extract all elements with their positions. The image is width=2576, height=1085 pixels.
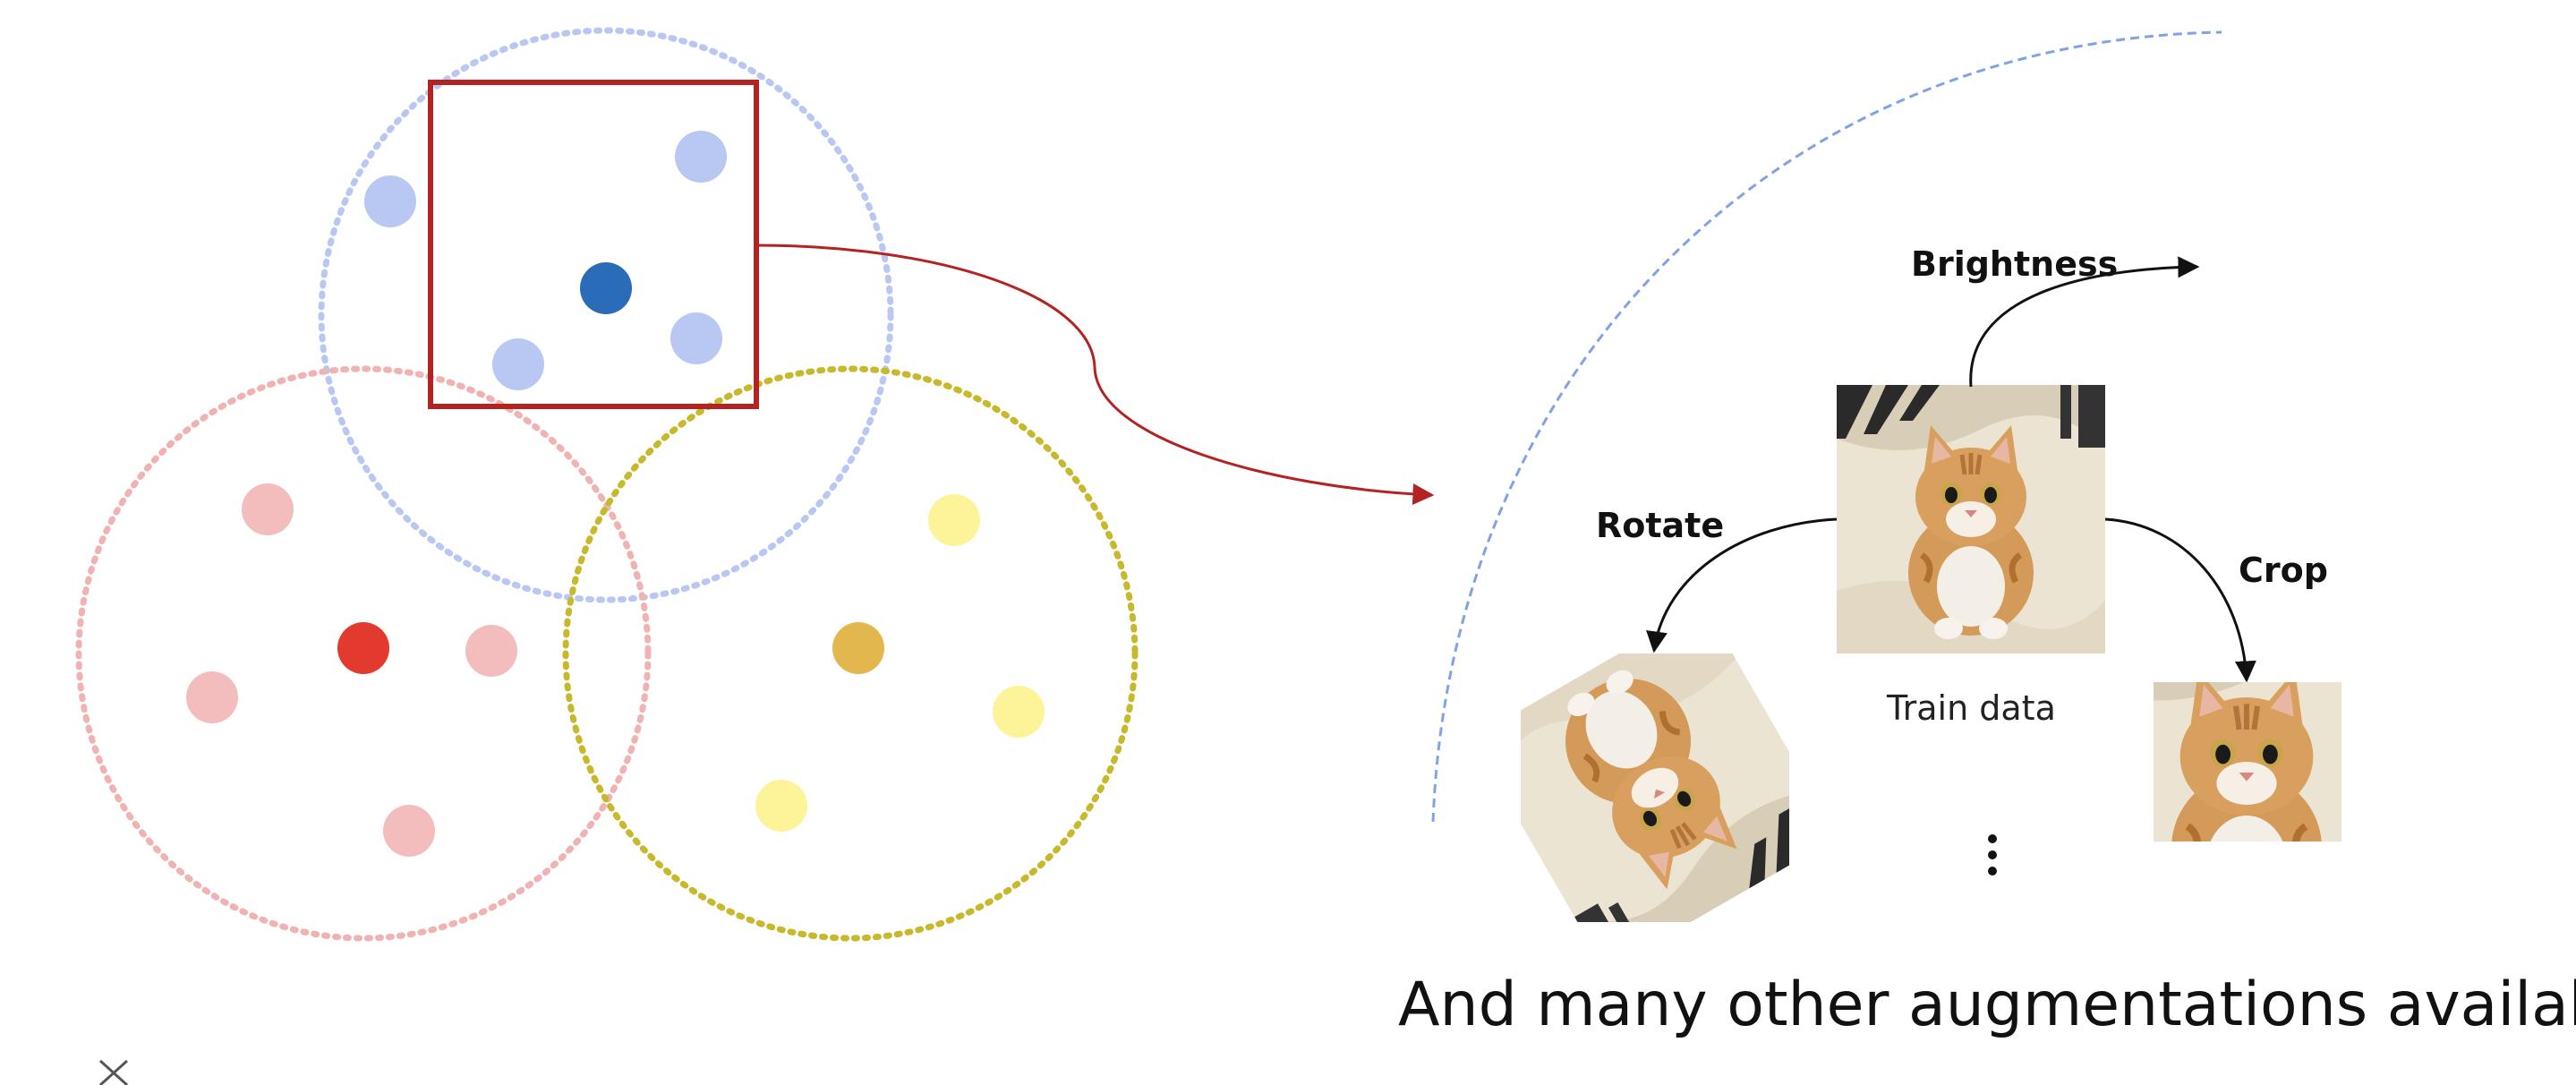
red-cluster-boundary — [75, 365, 652, 942]
cluster-diagram — [75, 27, 1435, 942]
yellow-points — [755, 494, 1045, 832]
blue-center-point — [580, 262, 632, 314]
blue-point — [675, 131, 727, 183]
yellow-center-point — [832, 622, 884, 674]
red-point — [465, 625, 517, 677]
yellow-cluster-boundary — [562, 365, 1139, 942]
zoom-connector-arrow — [755, 243, 1435, 506]
blue-cluster-boundary — [318, 27, 894, 603]
blue-point — [364, 175, 416, 227]
caption: And many other augmentations available! — [1398, 970, 2576, 1040]
blue-points — [364, 131, 727, 390]
yellow-point — [928, 494, 980, 546]
red-points — [186, 483, 517, 857]
zoom-arc — [1431, 30, 2222, 823]
rotate-arrow — [1646, 517, 1838, 654]
brightness-arrow — [1969, 256, 2200, 388]
close-icon[interactable] — [98, 1059, 129, 1085]
crop-arrow — [2104, 517, 2256, 683]
yellow-point — [993, 686, 1045, 738]
more-ellipsis — [1988, 834, 1997, 876]
blue-point — [670, 312, 722, 364]
red-point — [242, 483, 294, 535]
red-point — [383, 805, 435, 857]
brightness-label: Brightness — [1911, 244, 2118, 284]
yellow-point — [755, 780, 807, 832]
train-data-image — [1837, 385, 2105, 654]
blue-point — [492, 338, 544, 390]
red-center-point — [337, 622, 389, 674]
red-point — [186, 671, 238, 723]
rotate-label: Rotate — [1596, 506, 1724, 545]
train-data-label: Train data — [1886, 688, 2056, 728]
augmentation-panel: Brightness Rotate Crop Train data And ma… — [1398, 30, 2576, 1040]
crop-label: Crop — [2239, 551, 2328, 590]
rotated-image — [1471, 604, 1838, 971]
